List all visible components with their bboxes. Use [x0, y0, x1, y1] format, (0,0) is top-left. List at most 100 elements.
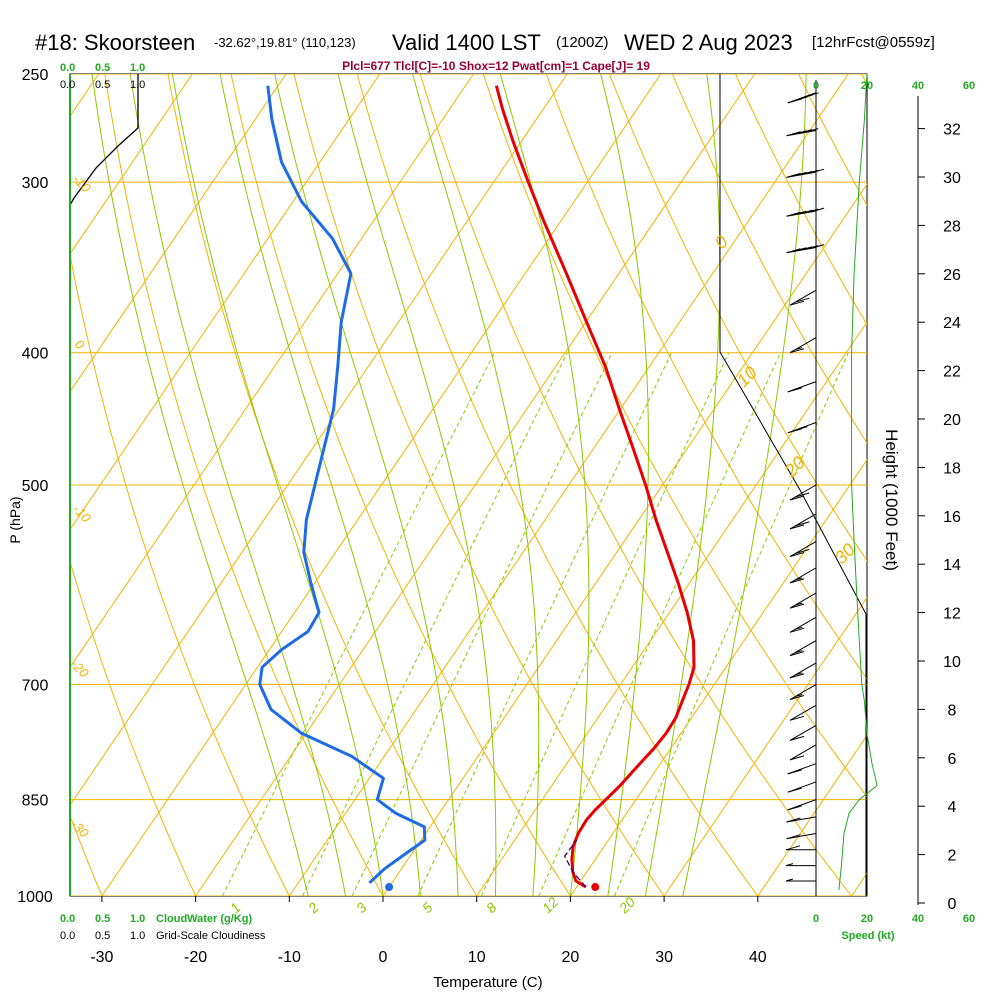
- wind-barb: [789, 289, 817, 306]
- isotherm: [101, 74, 662, 896]
- isotherm: [663, 596, 867, 896]
- height-tick-label: 28: [943, 218, 961, 235]
- height-tick-label: 6: [948, 751, 957, 768]
- wind-barb: [789, 724, 817, 741]
- moist-adiabat: [600, 74, 649, 896]
- mixing-ratio-label: 5: [419, 899, 436, 916]
- y-tick-label: 700: [22, 678, 49, 695]
- height-tick-label: 22: [943, 364, 961, 381]
- valid-time: Valid 1400 LST: [392, 30, 541, 55]
- x-tick-label: 40: [749, 949, 767, 966]
- x-tick-label: -30: [90, 949, 113, 966]
- cloudiness-tick-top-2: 1.0: [130, 79, 145, 91]
- cloudiness-profile: [70, 74, 139, 206]
- temperature-line: [494, 85, 696, 889]
- wind-barb: [789, 541, 817, 557]
- cloudiness-tick-top-0: 0.0: [60, 79, 75, 91]
- y-tick-label: 400: [22, 346, 49, 363]
- wind-barb: [789, 337, 817, 354]
- mixing-ratio-label: 3: [353, 899, 370, 916]
- wind-barb: [787, 381, 817, 393]
- cloudiness-tick-bottom-1: 0.5: [95, 930, 110, 942]
- height-tick-label: 18: [943, 460, 961, 477]
- wind-barb: [789, 592, 817, 609]
- wind-barb: [786, 128, 819, 137]
- wind-barb: [787, 781, 817, 793]
- dry-adiabat: [608, 74, 867, 562]
- dry-adiabat-label: 20: [780, 453, 809, 482]
- wind-barb: [786, 207, 825, 217]
- speed-tick-top-1: 20: [861, 80, 873, 92]
- isotherm: [476, 321, 867, 896]
- mixing-ratio-line: [538, 352, 781, 896]
- speed-tick-bottom-0: 0: [813, 913, 819, 925]
- y-tick-label: 1000: [17, 889, 53, 906]
- wind-barb: [786, 244, 825, 254]
- isotherm: [70, 74, 568, 807]
- dry-adiabat: [545, 74, 867, 680]
- speed-tick-bottom-1: 20: [861, 913, 873, 925]
- moist-adiabat: [91, 74, 309, 896]
- speed-scale-bottom: 0 20 40 60 Speed (kt): [813, 913, 975, 942]
- surface-temperature: [591, 883, 600, 892]
- height-axis-label: Height (1000 Feet): [882, 429, 901, 571]
- height-tick-label: 2: [948, 848, 957, 865]
- valid-date: WED 2 Aug 2023: [624, 30, 793, 55]
- height-tick-label: 16: [943, 509, 961, 526]
- wind-barb: [785, 878, 817, 882]
- height-tick-label: 30: [943, 170, 961, 187]
- mixing-ratio-line: [302, 352, 568, 896]
- x-tick-label: 0: [379, 949, 388, 966]
- isotherm: [382, 183, 867, 896]
- speed-tick-top-0: 0: [813, 80, 819, 92]
- y-axis-label: P (hPa): [7, 496, 23, 543]
- speed-tick-top-2: 40: [912, 80, 924, 92]
- stability-indices: Plcl=677 Tlcl[C]=-10 Shox=12 Pwat[cm]=1 …: [342, 59, 650, 73]
- cloud-tick-top-2: 1.0: [130, 62, 145, 74]
- height-tick-label: 26: [943, 267, 961, 284]
- dry-adiabat: [70, 814, 103, 896]
- dry-adiabat: [293, 74, 665, 896]
- wind-barb: [785, 863, 817, 867]
- y-tick-label: 300: [22, 175, 49, 192]
- surface-dewpoint: [385, 883, 394, 892]
- dry-adiabat: [861, 74, 867, 86]
- height-tick-label: 10: [943, 654, 961, 671]
- dry-adiabat-label: 10: [733, 363, 761, 391]
- moist-adiabat: [337, 74, 497, 896]
- moist-adiabat: [499, 74, 590, 896]
- y-tick-label: 250: [22, 67, 49, 84]
- cloud-tick-top-1: 0.5: [95, 62, 110, 74]
- moist-adiabat: [219, 74, 421, 896]
- dry-adiabat-label: -20: [68, 657, 92, 681]
- isotherm: [70, 74, 381, 531]
- moist-adiabat: [682, 74, 807, 896]
- isotherm: [288, 74, 849, 896]
- dry-adiabat: [734, 74, 867, 326]
- speed-scale-top: 0 20 40 60: [813, 80, 975, 92]
- wind-barb: [789, 640, 817, 657]
- height-tick-label: 32: [943, 122, 961, 139]
- wind-barb: [789, 513, 817, 530]
- cloudiness-tick-top-1: 0.5: [95, 79, 110, 91]
- wind-barb: [789, 567, 817, 584]
- y-tick-label: 850: [22, 793, 49, 810]
- dry-adiabat-label: 0: [72, 337, 88, 353]
- dry-adiabat: [0, 50, 19, 925]
- y-tick-label: 500: [22, 478, 49, 495]
- height-tick-label: 8: [948, 702, 957, 719]
- cloudiness-label: Grid-Scale Cloudiness: [156, 930, 266, 942]
- x-tick-label: 20: [562, 949, 580, 966]
- mixing-ratio-line: [481, 352, 730, 896]
- height-tick-label: 14: [943, 557, 961, 574]
- dry-adiabat: [70, 559, 197, 896]
- dewpoint-line: [258, 85, 427, 884]
- station-coords: -32.62°,19.81° (110,123): [214, 35, 356, 50]
- x-tick-label: -10: [278, 949, 301, 966]
- cloudwater-label: CloudWater (g/Kg): [156, 913, 252, 925]
- mixing-ratio-label: 12: [539, 894, 561, 916]
- mixing-ratio-label: 20: [615, 894, 638, 917]
- parcel-line: [563, 839, 587, 888]
- speed-tick-bottom-2: 40: [912, 913, 924, 925]
